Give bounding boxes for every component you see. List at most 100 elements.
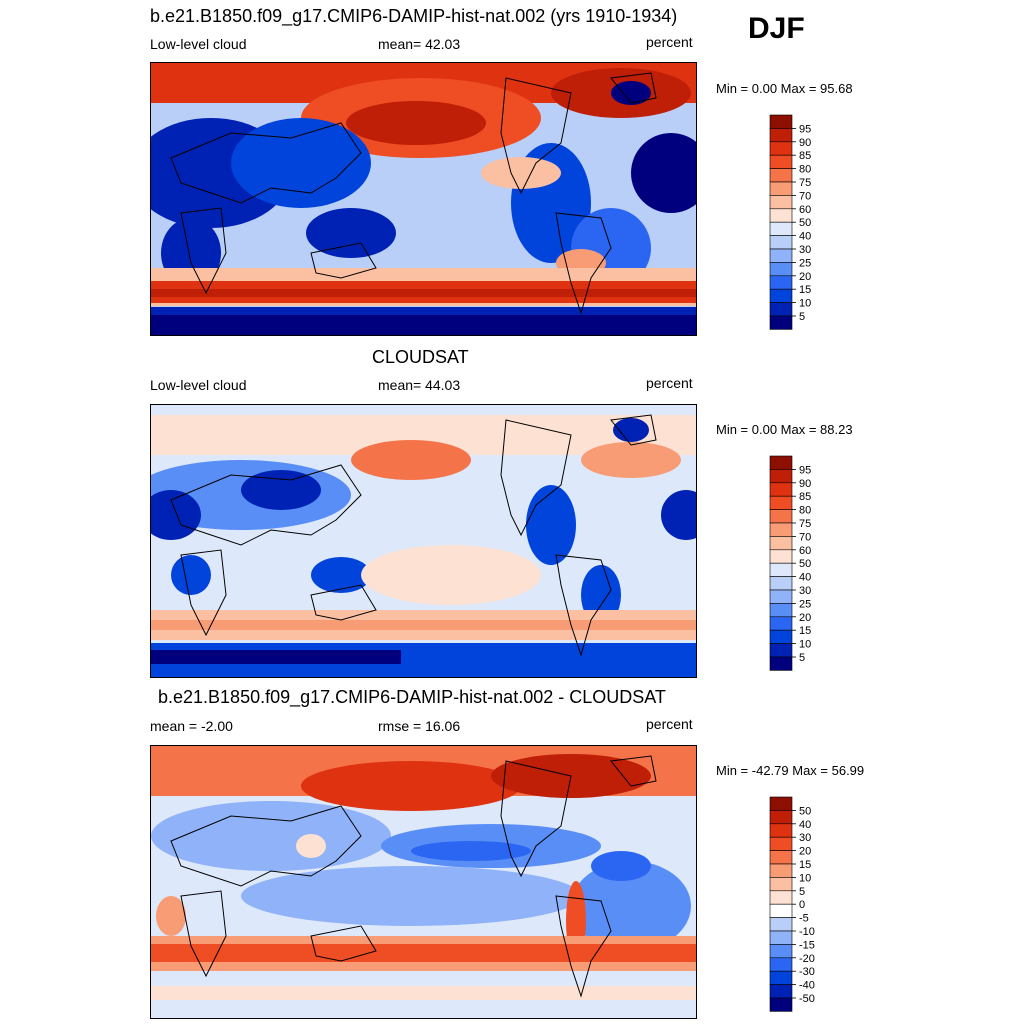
panel1-title: b.e21.B1850.f09_g17.CMIP6-DAMIP-hist-nat… (150, 6, 678, 26)
colorbar-box (769, 603, 793, 618)
colorbar-box (769, 495, 793, 510)
panel1-units-label: percent (646, 34, 693, 50)
colorbar-box (769, 221, 793, 236)
colorbar-label: 15 (799, 284, 811, 296)
colorbar-label: 5 (799, 652, 805, 664)
colorbar-box (769, 549, 793, 564)
colorbar-label: 40 (799, 819, 811, 831)
colorbar-label: -30 (799, 966, 815, 978)
colorbar-box (769, 997, 793, 1012)
panel1-mean-label: mean= 42.03 (378, 36, 461, 52)
colorbar-box (769, 970, 793, 985)
colorbar-box (769, 522, 793, 537)
colorbar-label: 70 (799, 190, 811, 202)
colorbar-box (769, 850, 793, 865)
panel2-mean-label: mean= 44.03 (378, 377, 461, 393)
colorbar-box (769, 154, 793, 169)
panel3-title: b.e21.B1850.f09_g17.CMIP6-DAMIP-hist-nat… (158, 687, 666, 707)
colorbar-box (769, 248, 793, 263)
colorbar-label: 20 (799, 846, 811, 858)
panel3-map-field (151, 746, 696, 1018)
colorbar-label: -10 (799, 926, 815, 938)
colorbar-label: 10 (799, 872, 811, 884)
colorbar-box (769, 863, 793, 878)
colorbar-label: 0 (799, 899, 805, 911)
panel3-coastlines (170, 755, 657, 998)
colorbar-label: -15 (799, 939, 815, 951)
colorbar-label: 5 (799, 311, 805, 323)
panel2-units-label: percent (646, 375, 693, 391)
colorbar-label: 85 (799, 491, 811, 503)
panel3-colorbar: 50 40 30 20 15 10 5 0 -5 -10 -15 -20 -30 -40 -50 (769, 796, 830, 1012)
colorbar-box (769, 195, 793, 210)
colorbar-label: 15 (799, 859, 811, 871)
colorbar-label: -50 (799, 993, 815, 1005)
colorbar-label: 25 (799, 598, 811, 610)
season-label: DJF (748, 12, 805, 45)
panel2-map (150, 404, 697, 678)
colorbar-label: 60 (799, 204, 811, 216)
colorbar-box (769, 656, 793, 671)
panel2-colorbar: 95 90 85 80 75 70 60 50 40 30 25 20 15 10 5 (769, 455, 830, 671)
colorbar-label: 5 (799, 886, 805, 898)
colorbar-label: 95 (799, 123, 811, 135)
colorbar-label: 50 (799, 558, 811, 570)
colorbar-box (769, 984, 793, 999)
panel1-minmax: Min = 0.00 Max = 95.68 (716, 81, 853, 96)
colorbar-box (769, 917, 793, 932)
colorbar-label: -5 (799, 913, 809, 925)
colorbar-box (769, 181, 793, 196)
panel2-variable-label: Low-level cloud (150, 377, 247, 393)
panel2-minmax: Min = 0.00 Max = 88.23 (716, 422, 853, 437)
colorbar-label: 10 (799, 639, 811, 651)
panel2-coastlines (170, 414, 657, 657)
colorbar-label: 80 (799, 164, 811, 176)
colorbar-label: 50 (799, 217, 811, 229)
colorbar-box (769, 576, 793, 591)
colorbar-box (769, 482, 793, 497)
panel3-rmse-label: rmse = 16.06 (378, 718, 461, 734)
colorbar-box (769, 810, 793, 825)
colorbar-label: 10 (799, 298, 811, 310)
colorbar-box (769, 469, 793, 484)
panel3-units-label: percent (646, 716, 693, 732)
colorbar-box (769, 930, 793, 945)
colorbar-label: 25 (799, 257, 811, 269)
colorbar-label: 20 (799, 271, 811, 283)
colorbar-box (769, 629, 793, 644)
colorbar-box (769, 944, 793, 959)
panel3-mean-label: mean = -2.00 (150, 718, 233, 734)
panel2-title: CLOUDSAT (372, 347, 469, 367)
colorbar-box (769, 235, 793, 250)
colorbar-box (769, 302, 793, 317)
colorbar-box (769, 114, 793, 129)
colorbar-label: 30 (799, 244, 811, 256)
colorbar-label: -20 (799, 953, 815, 965)
colorbar-box (769, 903, 793, 918)
colorbar-label: 60 (799, 545, 811, 557)
colorbar-label: 75 (799, 177, 811, 189)
colorbar-box (769, 455, 793, 470)
colorbar-box (769, 957, 793, 972)
colorbar-box (769, 275, 793, 290)
colorbar-label: 80 (799, 505, 811, 517)
panel2-map-field (151, 405, 696, 677)
panel1-colorbar: 95 90 85 80 75 70 60 50 40 30 25 20 15 10 5 (769, 114, 830, 330)
colorbar-box (769, 208, 793, 223)
colorbar-label: 20 (799, 612, 811, 624)
panel1-variable-label: Low-level cloud (150, 36, 247, 52)
colorbar-box (769, 315, 793, 330)
panel1-map-field (151, 63, 696, 335)
colorbar-box (769, 877, 793, 892)
colorbar-box (769, 890, 793, 905)
panel3-map (150, 745, 697, 1019)
colorbar-box (769, 616, 793, 631)
colorbar-box (769, 128, 793, 143)
colorbar-label: 90 (799, 478, 811, 490)
colorbar-box (769, 836, 793, 851)
colorbar-box (769, 141, 793, 156)
colorbar-label: 40 (799, 231, 811, 243)
colorbar-box (769, 536, 793, 551)
